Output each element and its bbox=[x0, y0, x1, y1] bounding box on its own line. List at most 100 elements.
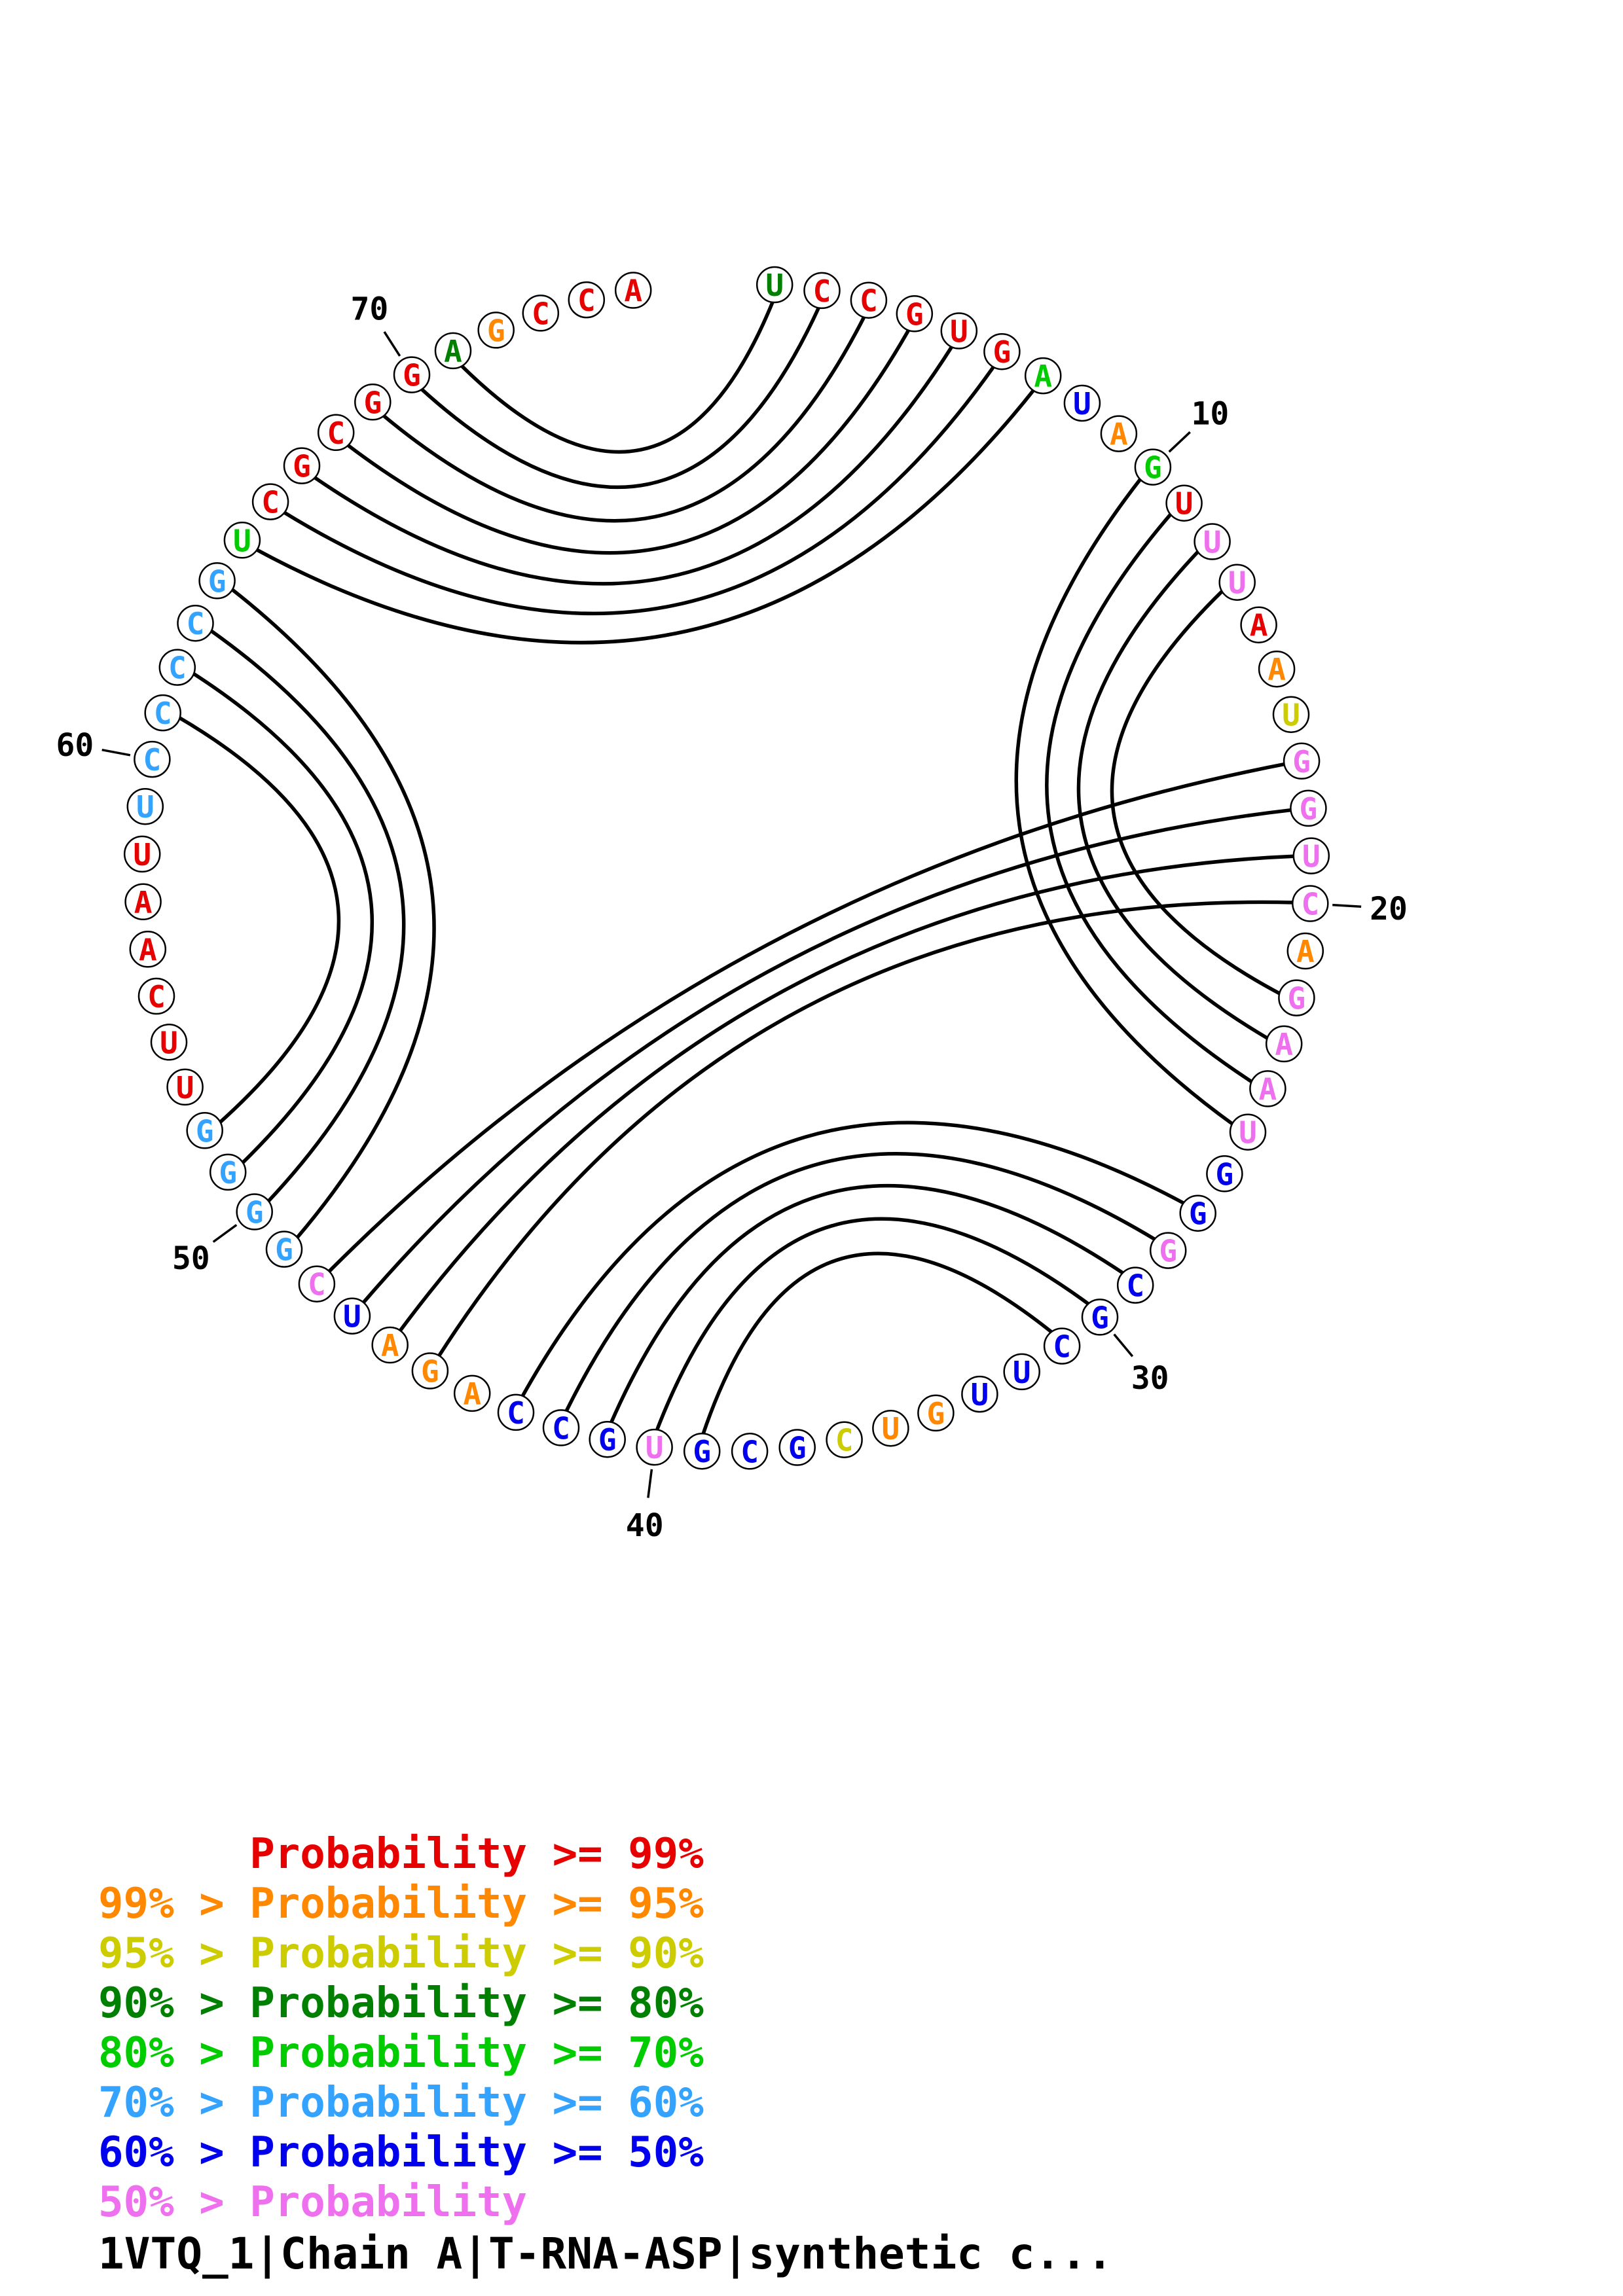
nucleotide-circle bbox=[872, 1409, 909, 1447]
nucleotide-letter: G bbox=[363, 385, 382, 420]
nucleotide-circle bbox=[1292, 885, 1329, 922]
nucleotide-letter: A bbox=[1034, 359, 1052, 394]
nucleotide-letter: A bbox=[1250, 608, 1268, 643]
nucleotide-20: C bbox=[1292, 885, 1329, 922]
nucleotide-letter: G bbox=[598, 1422, 617, 1458]
nucleotide-letter: C bbox=[740, 1434, 759, 1469]
nucleotide-32: U bbox=[1003, 1353, 1040, 1391]
nucleotide-2: C bbox=[803, 272, 841, 310]
nucleotide-23: A bbox=[1265, 1025, 1303, 1063]
nucleotide-71: A bbox=[434, 332, 472, 370]
nucleotide-circle bbox=[453, 1374, 491, 1412]
nucleotide-circle bbox=[1003, 1353, 1040, 1391]
nucleotide-circle bbox=[129, 931, 167, 968]
nucleotide-circle bbox=[124, 883, 162, 921]
nucleotide-letter: C bbox=[187, 606, 205, 641]
nucleotide-letter: U bbox=[343, 1299, 361, 1335]
nucleotide-46: A bbox=[371, 1326, 409, 1364]
nucleotide-letter: G bbox=[1091, 1300, 1109, 1335]
nucleotide-21: A bbox=[1286, 932, 1324, 970]
nucleotide-75: A bbox=[614, 272, 652, 309]
nucleotide-58: U bbox=[123, 835, 161, 873]
nucleotide-circle bbox=[158, 649, 196, 686]
nucleotide-letter: G bbox=[487, 313, 505, 348]
nucleotide-circle bbox=[411, 1352, 449, 1390]
nucleotide-9: A bbox=[1100, 415, 1138, 452]
legend-line-1: Probability >= 99% bbox=[98, 1830, 704, 1878]
nucleotide-72: G bbox=[477, 312, 515, 349]
position-label-pointer-30 bbox=[1113, 1333, 1134, 1357]
nucleotide-15: A bbox=[1258, 650, 1296, 688]
nucleotide-letter: A bbox=[381, 1328, 399, 1363]
nucleotide-41: G bbox=[589, 1420, 626, 1458]
nucleotide-letter: A bbox=[1110, 417, 1128, 452]
base-pair-arc-49-64 bbox=[228, 586, 436, 1241]
nucleotide-circle bbox=[826, 1421, 863, 1458]
nucleotide-circle bbox=[1206, 1155, 1243, 1193]
nucleotide-27: G bbox=[1179, 1194, 1216, 1232]
legend-line-4: 90% > Probability >= 80% bbox=[98, 1979, 704, 2028]
nucleotide-1: U bbox=[756, 266, 793, 304]
nucleotide-letter: C bbox=[261, 485, 280, 520]
nucleotide-circle bbox=[1165, 484, 1203, 522]
nucleotide-54: U bbox=[150, 1024, 188, 1061]
nucleotide-45: G bbox=[411, 1352, 449, 1390]
position-label-pointer-20 bbox=[1332, 903, 1362, 908]
base-pair-arc-18-47 bbox=[360, 808, 1295, 1306]
nucleotide-letter: C bbox=[1301, 887, 1319, 922]
legend-line-6: 70% > Probability >= 60% bbox=[98, 2079, 704, 2127]
nucleotide-5: U bbox=[940, 312, 978, 350]
nucleotide-53: U bbox=[166, 1068, 204, 1106]
position-label-pointer-10 bbox=[1168, 431, 1191, 453]
nucleotide-3: C bbox=[850, 281, 888, 319]
legend-line-8: 50% > Probability bbox=[98, 2178, 528, 2227]
nucleotide-12: U bbox=[1194, 523, 1231, 560]
base-pair-arc-2-70 bbox=[418, 304, 822, 490]
base-pair-arc-50-63 bbox=[208, 628, 406, 1205]
nucleotide-circle bbox=[1249, 1070, 1286, 1107]
nucleotide-letter: G bbox=[1159, 1234, 1177, 1269]
nucleotide-letter: U bbox=[1203, 525, 1222, 560]
nucleotide-letter: C bbox=[860, 283, 878, 319]
nucleotide-letter: C bbox=[507, 1395, 525, 1431]
nucleotide-circle bbox=[283, 447, 321, 484]
nucleotide-68: C bbox=[317, 414, 355, 452]
nucleotide-62: C bbox=[158, 649, 196, 686]
nucleotide-circle bbox=[896, 295, 934, 332]
nucleotide-letter: U bbox=[1282, 698, 1300, 733]
nucleotide-10: G bbox=[1134, 448, 1172, 486]
nucleotide-letter: U bbox=[882, 1411, 900, 1446]
position-label-10: 10 bbox=[1192, 396, 1230, 433]
nucleotide-circle bbox=[683, 1432, 721, 1470]
base-pair-arc-3-69 bbox=[380, 314, 867, 523]
nucleotide-letter: G bbox=[208, 564, 227, 599]
nucleotide-69: G bbox=[354, 384, 392, 421]
nucleotide-circle bbox=[1290, 789, 1327, 827]
nucleotide-circle bbox=[1149, 1232, 1187, 1269]
base-pair-arc-20-45 bbox=[436, 900, 1297, 1359]
nucleotide-39: G bbox=[683, 1432, 721, 1470]
nucleotide-circle bbox=[1265, 1025, 1303, 1063]
nucleotide-circle bbox=[298, 1265, 336, 1302]
nucleotide-letter: G bbox=[293, 449, 311, 484]
nucleotide-letter: C bbox=[532, 296, 550, 331]
nucleotide-circle bbox=[636, 1428, 673, 1466]
nucleotide-letter: C bbox=[1053, 1329, 1071, 1365]
nucleotide-70: G bbox=[393, 356, 431, 393]
nucleotide-51: G bbox=[209, 1153, 247, 1191]
nucleotide-40: U bbox=[636, 1428, 673, 1466]
nucleotide-49: G bbox=[265, 1230, 303, 1268]
nucleotide-circle bbox=[251, 483, 289, 520]
nucleotide-letter: C bbox=[143, 742, 162, 778]
nucleotide-letter: U bbox=[765, 268, 784, 303]
nucleotide-60: C bbox=[134, 740, 171, 778]
nucleotide-letter: A bbox=[1267, 652, 1286, 687]
nucleotide-letter: A bbox=[1296, 934, 1315, 969]
nucleotide-circle bbox=[940, 312, 978, 350]
nucleotide-letter: U bbox=[971, 1377, 989, 1412]
nucleotide-letter: A bbox=[1259, 1071, 1277, 1107]
nucleotide-letter: G bbox=[196, 1113, 214, 1149]
nucleotide-13: U bbox=[1218, 564, 1256, 601]
nucleotide-letter: C bbox=[308, 1267, 326, 1302]
